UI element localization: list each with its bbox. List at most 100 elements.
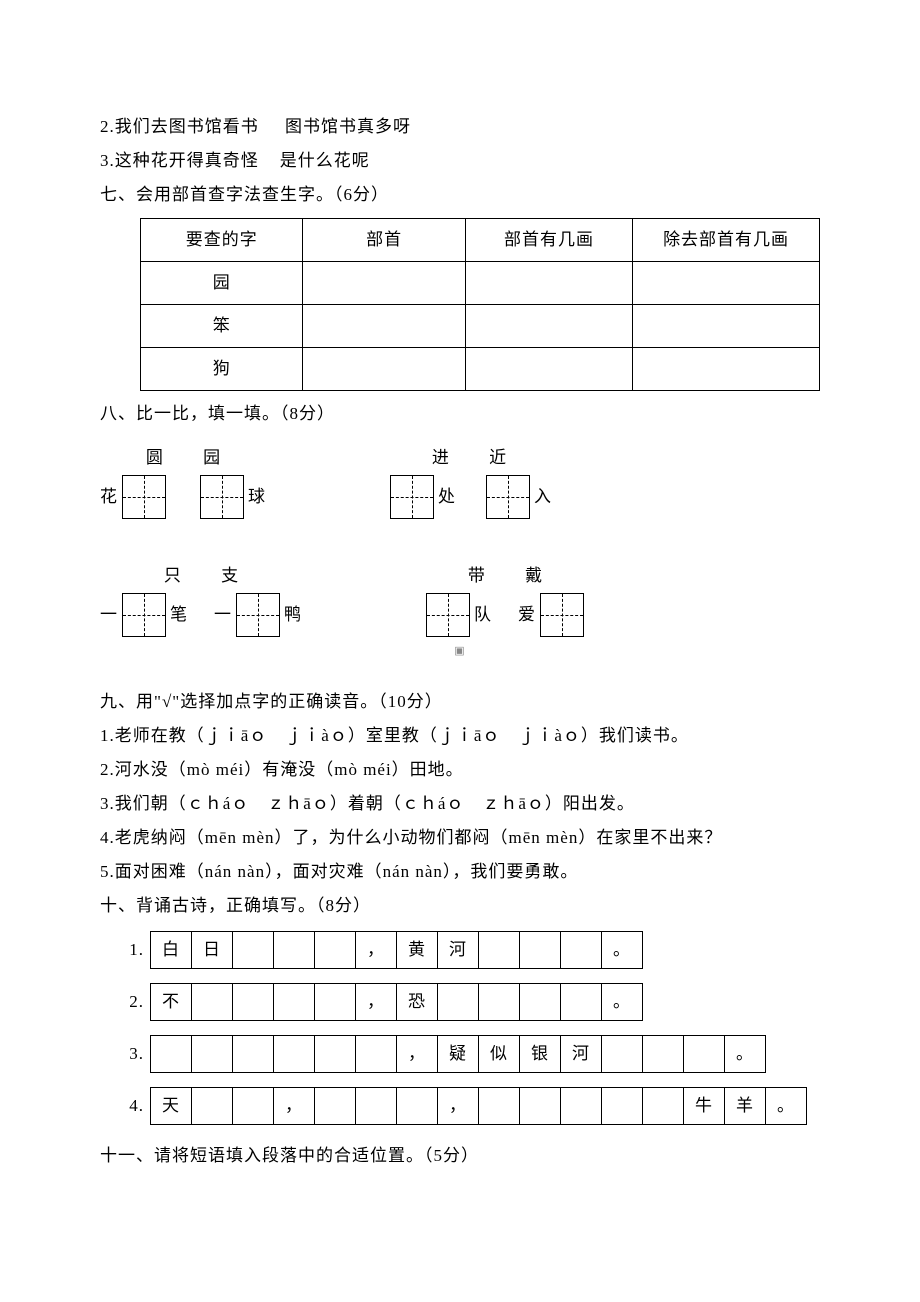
poem-cell: 银 [519,1035,561,1073]
tianzige-box[interactable] [122,475,166,519]
poem-cell[interactable] [314,1087,356,1125]
pair-right-char: 队 [474,598,492,632]
pair-right-char: 笔 [170,598,188,632]
table-cell[interactable] [633,348,820,391]
pinyin-choice-1: 1.老师在教（ｊｉāｏ ｊｉàｏ）室里教（ｊｉāｏ ｊｉàｏ）我们读书。 [100,719,820,753]
col-header: 部首有几画 [465,219,632,262]
tianzige-box[interactable] [200,475,244,519]
poem-cell: ， [355,983,397,1021]
tianzige-box[interactable] [486,475,530,519]
poem-cell[interactable] [355,1035,397,1073]
table-cell[interactable] [303,305,465,348]
worksheet-page: 2.我们去图书馆看书 图书馆书真多呀 3.这种花开得真奇怪 是什么花呢 七、会用… [0,0,920,1302]
pair-left-char: 一 [100,598,118,632]
poem-cell[interactable] [560,1087,602,1125]
poem-cell[interactable] [314,931,356,969]
table-row: 狗 [141,348,820,391]
poem-cell: 疑 [437,1035,479,1073]
poem-cell: 。 [765,1087,807,1125]
poem-cell[interactable] [683,1035,725,1073]
poem-cell[interactable] [273,931,315,969]
question-3: 3.这种花开得真奇怪 是什么花呢 [100,144,820,178]
fill-pairs-container: 圆 园花球进 近处入只 支一笔一鸭带 戴队爱 [100,441,820,667]
poem-cell[interactable] [478,1087,520,1125]
poem-cell: 羊 [724,1087,766,1125]
section-9-heading: 九、用"√"选择加点字的正确读音。（10分） [100,685,820,719]
poem-cell[interactable] [355,1087,397,1125]
watermark-icon: ▣ [454,640,465,662]
pinyin-choice-2: 2.河水没（mò méi）有淹没（mò méi）田地。 [100,753,820,787]
pair-right-char: 鸭 [284,598,302,632]
poem-cell[interactable] [437,983,479,1021]
poem-cell[interactable] [314,1035,356,1073]
poem-cell[interactable] [642,1087,684,1125]
pair-choice-label: 圆 园 [100,441,266,475]
question-2: 2.我们去图书馆看书 图书馆书真多呀 [100,110,820,144]
tianzige-box[interactable] [122,593,166,637]
table-cell[interactable] [465,305,632,348]
section-10-heading: 十、背诵古诗，正确填写。（8分） [100,889,820,923]
poem-cell: 黄 [396,931,438,969]
pair-right-char: 处 [438,480,456,514]
poem-cell[interactable] [191,983,233,1021]
poem-row: 3.，疑似银河。 [100,1035,820,1073]
poem-cell: 天 [150,1087,192,1125]
poem-number: 3. [100,1037,150,1071]
table-cell[interactable] [633,262,820,305]
tianzige-box[interactable] [236,593,280,637]
poem-cell[interactable] [601,1035,643,1073]
poem-number: 1. [100,933,150,967]
poem-cell: 不 [150,983,192,1021]
pair-right-char: 球 [248,480,266,514]
poem-cell[interactable] [642,1035,684,1073]
poem-cell: 牛 [683,1087,725,1125]
poem-cell[interactable] [396,1087,438,1125]
section-11-heading: 十一、请将短语填入段落中的合适位置。（5分） [100,1139,820,1173]
poem-cell[interactable] [232,1087,274,1125]
tianzige-box[interactable] [540,593,584,637]
poem-cell[interactable] [314,983,356,1021]
poem-cell[interactable] [478,983,520,1021]
tianzige-box[interactable] [390,475,434,519]
table-cell[interactable]: 笨 [141,305,303,348]
col-header: 除去部首有几画 [633,219,820,262]
pair-choice-label: 只 支 [100,559,302,593]
poem-cell[interactable] [273,1035,315,1073]
poem-number: 4. [100,1089,150,1123]
poem-cell[interactable] [519,931,561,969]
poem-cell[interactable] [519,1087,561,1125]
table-cell[interactable] [465,348,632,391]
radical-lookup-table: 要查的字 部首 部首有几画 除去部首有几画 园笨狗 [140,218,820,391]
poem-cell[interactable] [232,1035,274,1073]
poem-cell: 。 [601,983,643,1021]
poem-cell[interactable] [273,983,315,1021]
poem-cell[interactable] [478,931,520,969]
pinyin-choice-5: 5.面对困难（nán nàn），面对灾难（nán nàn），我们要勇敢。 [100,855,820,889]
poem-cell[interactable] [601,1087,643,1125]
poem-cell: 恐 [396,983,438,1021]
poem-cell[interactable] [560,931,602,969]
table-cell[interactable] [303,348,465,391]
pair-left-char: 一 [214,598,232,632]
col-header: 要查的字 [141,219,303,262]
table-cell[interactable] [465,262,632,305]
table-cell[interactable]: 园 [141,262,303,305]
poem-cell[interactable] [150,1035,192,1073]
poem-cell: 。 [724,1035,766,1073]
poem-cell: ， [355,931,397,969]
poem-cell[interactable] [232,983,274,1021]
poem-cell[interactable] [191,1035,233,1073]
table-cell[interactable] [633,305,820,348]
poem-cell: 日 [191,931,233,969]
section-7-heading: 七、会用部首查字法查生字。（6分） [100,178,820,212]
table-row: 园 [141,262,820,305]
poem-cell[interactable] [232,931,274,969]
poem-cell[interactable] [191,1087,233,1125]
pair-choice-label: 进 近 [386,441,552,475]
table-cell[interactable]: 狗 [141,348,303,391]
tianzige-box[interactable] [426,593,470,637]
poem-cell[interactable] [560,983,602,1021]
poem-cell[interactable] [519,983,561,1021]
table-cell[interactable] [303,262,465,305]
pair-row: 圆 园花球进 近处入 [100,441,820,519]
